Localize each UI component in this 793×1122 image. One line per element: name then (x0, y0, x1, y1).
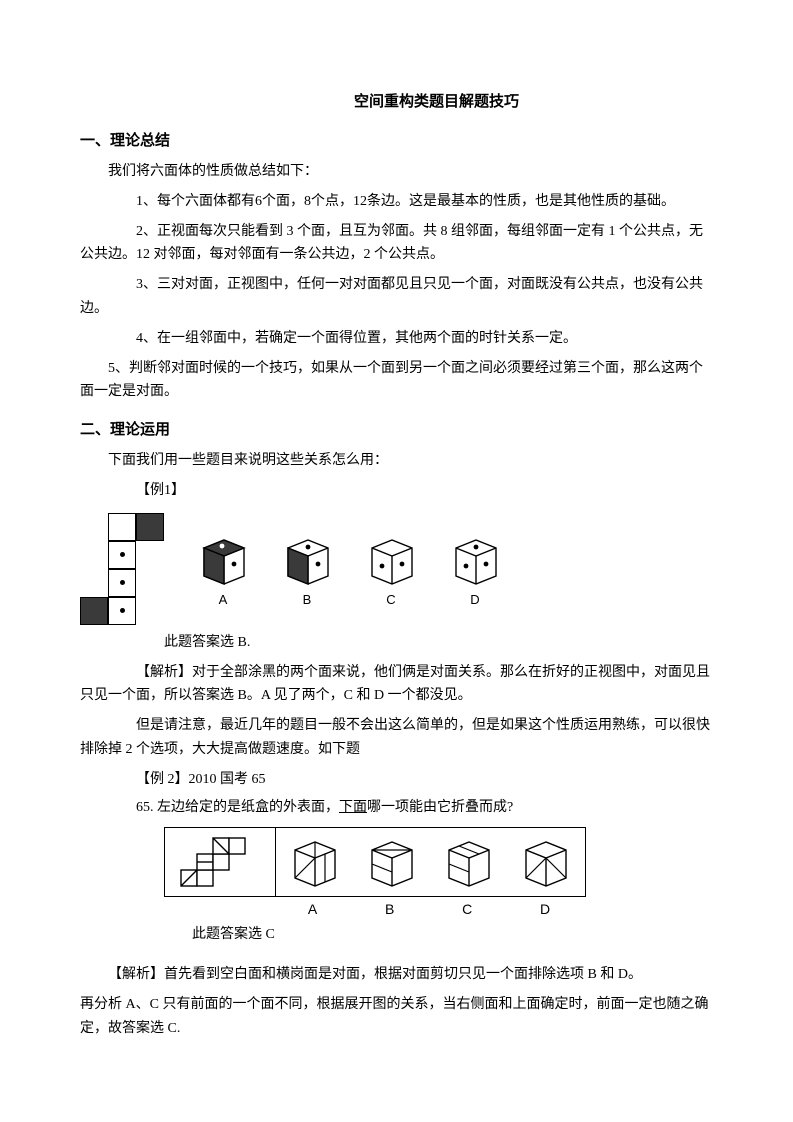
example2-label: 【例 2】2010 国考 65 (108, 768, 713, 792)
example2-net (165, 828, 276, 896)
q-suffix: 哪一项能由它折叠而成? (367, 800, 513, 815)
example1-option-d: D (446, 530, 504, 607)
point-2: 2、正视面每次只能看到 3 个面，且互为邻面。共 8 组邻面，每组邻面一定有 1… (80, 220, 713, 268)
example2-question: 65. 左边给定的是纸盒的外表面，下面哪一项能由它折叠而成? (108, 796, 713, 820)
example1-analysis-1: 【解析】对于全部涂黑的两个面来说，他们俩是对面关系。那么在折好的正视图中，对面见… (80, 661, 713, 709)
usage-paragraph: 下面我们用一些题目来说明这些关系怎么用： (80, 449, 713, 473)
option-label: B (303, 592, 312, 607)
example1-option-a: A (194, 530, 252, 607)
option-label: B (385, 901, 394, 917)
example1-answer: 此题答案选 B. (164, 631, 713, 655)
example2-option-c (441, 834, 497, 890)
example2-analysis-1: 【解析】首先看到空白面和横岗面是对面，根据对面剪切只见一个面排除选项 B 和 D… (80, 963, 713, 987)
q-underline: 下面 (339, 800, 367, 815)
option-label: D (540, 901, 550, 917)
example1-figure: A B (108, 513, 713, 625)
page-root: 空间重构类题目解题技巧 一、理论总结 我们将六面体的性质做总结如下： 1、每个六… (0, 0, 793, 1087)
intro-paragraph: 我们将六面体的性质做总结如下： (80, 160, 713, 184)
point-1: 1、每个六面体都有6个面，8个点，12条边。这是最基本的性质，也是其他性质的基础… (80, 190, 713, 214)
example1-analysis-2: 但是请注意，最近几年的题目一般不会出这么简单的，但是如果这个性质运用熟练，可以很… (80, 714, 713, 762)
example2-options-row (276, 828, 585, 896)
example2-option-d (518, 834, 574, 890)
point-3: 3、三对对面，正视图中，任何一对对面都见且只见一个面，对面既没有公共点，也没有公… (80, 273, 713, 321)
q-prefix: 65. 左边给定的是纸盒的外表面， (136, 800, 339, 815)
example1-options-row: A B (194, 530, 504, 607)
example2-option-labels: A B C D (164, 901, 584, 917)
example2-answer: 此题答案选 C (80, 923, 713, 947)
example2-figure (164, 827, 713, 897)
example2-option-a (287, 834, 343, 890)
section1-heading: 一、理论总结 (80, 129, 713, 150)
example2-option-b (364, 834, 420, 890)
option-label: C (386, 592, 395, 607)
example1-option-c: C (362, 530, 420, 607)
example1-net (108, 513, 164, 625)
option-label: D (470, 592, 479, 607)
example2-analysis-2: 再分析 A、C 只有前面的一个面不同，根据展开图的关系，当右侧面和上面确定时，前… (80, 993, 713, 1041)
example1-option-b: B (278, 530, 336, 607)
section2-heading: 二、理论运用 (80, 418, 713, 439)
option-label: A (308, 901, 317, 917)
point-5: 5、判断邻对面时候的一个技巧，如果从一个面到另一个面之间必须要经过第三个面，那么… (80, 357, 713, 405)
option-label: A (219, 592, 228, 607)
point-4: 4、在一组邻面中，若确定一个面得位置，其他两个面的时针关系一定。 (80, 327, 713, 351)
example1-label: 【例1】 (108, 479, 713, 503)
doc-title: 空间重构类题目解题技巧 (160, 90, 713, 111)
option-label: C (462, 901, 472, 917)
